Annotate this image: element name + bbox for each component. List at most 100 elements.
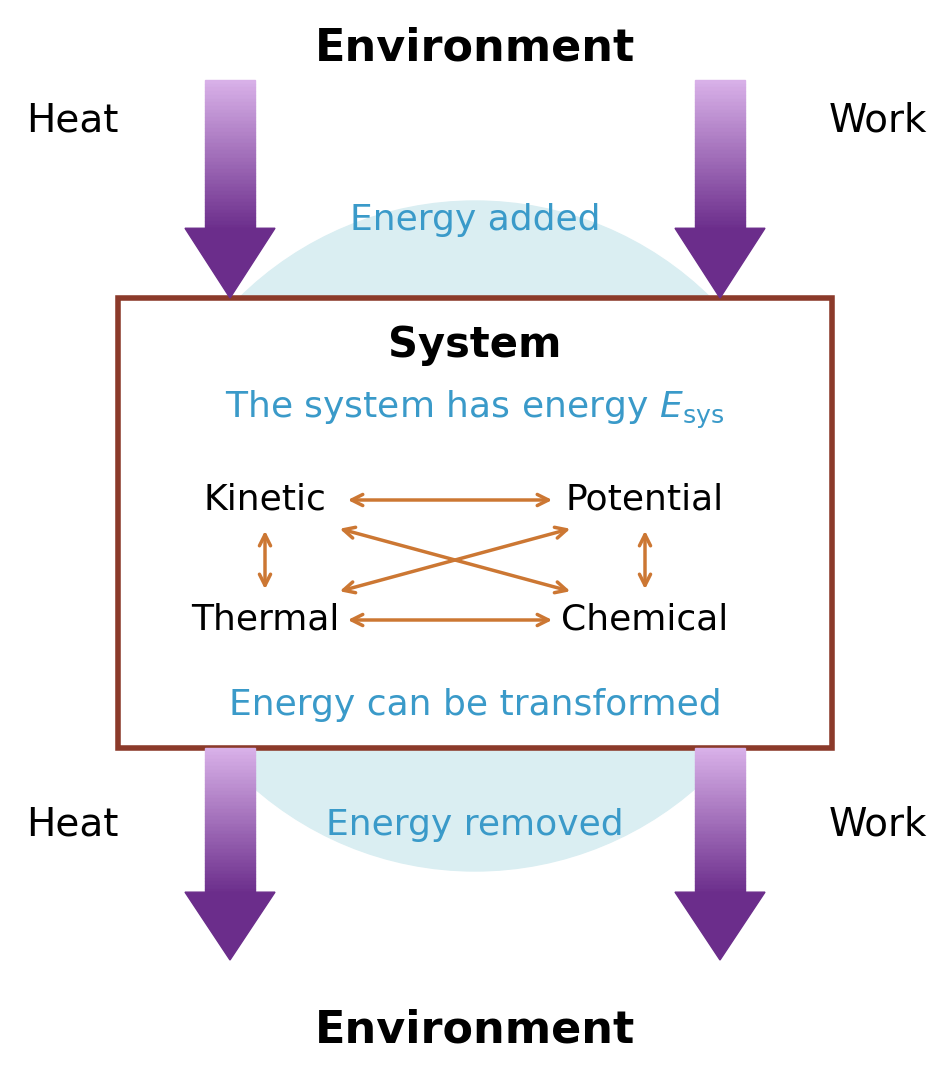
- Polygon shape: [205, 198, 255, 203]
- Polygon shape: [695, 777, 745, 780]
- Text: System: System: [389, 324, 561, 366]
- Polygon shape: [695, 784, 745, 788]
- Polygon shape: [205, 106, 255, 109]
- Polygon shape: [205, 842, 255, 846]
- Text: Energy added: Energy added: [350, 203, 600, 237]
- Polygon shape: [695, 203, 745, 206]
- Polygon shape: [695, 806, 745, 809]
- Polygon shape: [695, 770, 745, 773]
- Polygon shape: [695, 117, 745, 121]
- Polygon shape: [695, 139, 745, 143]
- Polygon shape: [695, 867, 745, 870]
- Polygon shape: [695, 755, 745, 759]
- Polygon shape: [695, 154, 745, 158]
- Polygon shape: [205, 135, 255, 139]
- Polygon shape: [695, 224, 745, 228]
- Polygon shape: [205, 766, 255, 770]
- Polygon shape: [695, 206, 745, 210]
- Polygon shape: [695, 195, 745, 198]
- Polygon shape: [205, 751, 255, 755]
- Polygon shape: [205, 206, 255, 210]
- Text: Environment: Environment: [314, 27, 636, 70]
- Polygon shape: [695, 191, 745, 195]
- Polygon shape: [695, 158, 745, 162]
- Polygon shape: [695, 889, 745, 892]
- Polygon shape: [695, 94, 745, 99]
- Polygon shape: [695, 121, 745, 124]
- Polygon shape: [205, 99, 255, 102]
- Polygon shape: [205, 213, 255, 218]
- Polygon shape: [205, 852, 255, 857]
- Text: Energy can be transformed: Energy can be transformed: [229, 688, 721, 723]
- Polygon shape: [205, 203, 255, 206]
- Polygon shape: [205, 849, 255, 852]
- Polygon shape: [205, 799, 255, 802]
- Polygon shape: [695, 799, 745, 802]
- Polygon shape: [695, 218, 745, 221]
- Polygon shape: [205, 114, 255, 117]
- Polygon shape: [695, 802, 745, 806]
- Polygon shape: [205, 210, 255, 213]
- Polygon shape: [695, 210, 745, 213]
- Polygon shape: [205, 117, 255, 121]
- Polygon shape: [695, 762, 745, 766]
- Polygon shape: [205, 188, 255, 191]
- Polygon shape: [205, 809, 255, 813]
- Polygon shape: [205, 820, 255, 823]
- Text: Chemical: Chemical: [561, 602, 729, 637]
- Text: Environment: Environment: [314, 1009, 636, 1052]
- Polygon shape: [695, 169, 745, 173]
- Text: Energy removed: Energy removed: [326, 808, 624, 842]
- Polygon shape: [695, 84, 745, 88]
- Polygon shape: [695, 106, 745, 109]
- Polygon shape: [205, 139, 255, 143]
- Polygon shape: [205, 162, 255, 165]
- Polygon shape: [205, 150, 255, 154]
- Polygon shape: [695, 109, 745, 114]
- Polygon shape: [695, 849, 745, 852]
- Polygon shape: [205, 121, 255, 124]
- Polygon shape: [205, 169, 255, 173]
- Polygon shape: [695, 124, 745, 129]
- Text: Heat: Heat: [26, 101, 118, 139]
- Polygon shape: [185, 228, 275, 298]
- Text: Work: Work: [828, 101, 927, 139]
- Text: Heat: Heat: [26, 806, 118, 844]
- Polygon shape: [205, 165, 255, 169]
- Polygon shape: [205, 838, 255, 842]
- Polygon shape: [695, 180, 745, 183]
- Polygon shape: [695, 828, 745, 831]
- Polygon shape: [205, 80, 255, 84]
- Circle shape: [140, 202, 810, 870]
- Polygon shape: [205, 132, 255, 135]
- Polygon shape: [695, 870, 745, 874]
- Polygon shape: [695, 874, 745, 878]
- Polygon shape: [695, 173, 745, 177]
- Polygon shape: [695, 766, 745, 770]
- Polygon shape: [205, 88, 255, 91]
- Polygon shape: [695, 135, 745, 139]
- Polygon shape: [205, 788, 255, 791]
- Polygon shape: [695, 751, 745, 755]
- Polygon shape: [205, 780, 255, 784]
- Polygon shape: [205, 221, 255, 224]
- Bar: [118, 298, 832, 748]
- Polygon shape: [205, 154, 255, 158]
- Polygon shape: [695, 817, 745, 820]
- Polygon shape: [205, 770, 255, 773]
- Polygon shape: [695, 881, 745, 885]
- Polygon shape: [695, 213, 745, 218]
- Polygon shape: [205, 831, 255, 834]
- Polygon shape: [695, 162, 745, 165]
- Polygon shape: [205, 881, 255, 885]
- Polygon shape: [205, 794, 255, 799]
- Polygon shape: [695, 129, 745, 132]
- Polygon shape: [695, 80, 745, 84]
- Polygon shape: [695, 820, 745, 823]
- Polygon shape: [205, 885, 255, 889]
- Polygon shape: [205, 863, 255, 867]
- Polygon shape: [695, 759, 745, 762]
- Polygon shape: [695, 852, 745, 857]
- Polygon shape: [695, 132, 745, 135]
- Polygon shape: [205, 889, 255, 892]
